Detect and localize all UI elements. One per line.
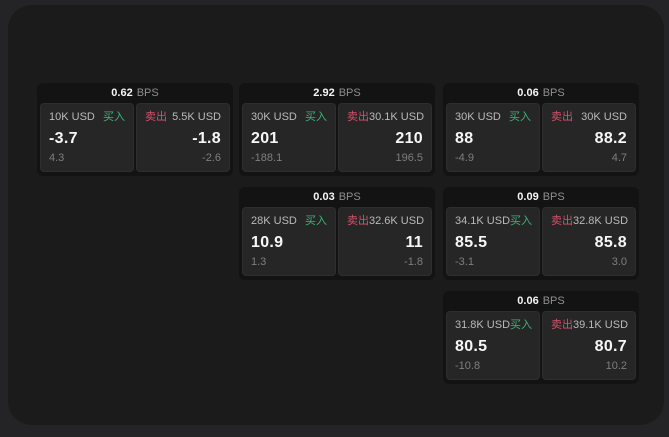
sell-side-label: 卖出 bbox=[347, 111, 369, 123]
buy-sub-value: -10.8 bbox=[455, 360, 481, 372]
quote-panels: 31.8K USD 买入 80.5 -10.8 卖出 39.1K USD 80.… bbox=[443, 311, 639, 380]
buy-sub-value: -188.1 bbox=[251, 152, 283, 164]
sell-side-label: 卖出 bbox=[551, 319, 573, 331]
bps-value: 0.06 bbox=[517, 295, 539, 307]
buy-side-label: 买入 bbox=[305, 215, 327, 227]
quote-panels: 28K USD 买入 10.9 1.3 卖出 32.6K USD 11 -1.8 bbox=[239, 207, 435, 276]
sell-amount: 39.1K USD bbox=[573, 319, 629, 331]
sell-price: 210 bbox=[395, 130, 423, 147]
buy-sub-value: -3.1 bbox=[455, 256, 474, 268]
card-header: 0.06 BPS bbox=[443, 291, 639, 311]
buy-amount: 28K USD bbox=[251, 215, 297, 227]
bps-value: 0.06 bbox=[517, 87, 539, 99]
sell-side-label: 卖出 bbox=[145, 111, 167, 123]
card-header: 2.92 BPS bbox=[239, 83, 435, 103]
bps-value: 0.62 bbox=[111, 87, 133, 99]
card-header: 0.03 BPS bbox=[239, 187, 435, 207]
buy-amount: 30K USD bbox=[251, 111, 297, 123]
sell-amount: 32.6K USD bbox=[369, 215, 425, 227]
quote-board-window: 0.62 BPS 10K USD 买入 -3.7 4.3 卖出 5.5K USD bbox=[8, 5, 664, 425]
quote-panels: 34.1K USD 买入 85.5 -3.1 卖出 32.8K USD 85.8… bbox=[443, 207, 639, 276]
buy-side-label: 买入 bbox=[509, 111, 531, 123]
buy-panel[interactable]: 10K USD 买入 -3.7 4.3 bbox=[40, 103, 134, 172]
buy-panel[interactable]: 28K USD 买入 10.9 1.3 bbox=[242, 207, 336, 276]
sell-price: 85.8 bbox=[594, 234, 627, 251]
buy-side-label: 买入 bbox=[510, 215, 533, 227]
sell-amount: 30.1K USD bbox=[369, 111, 425, 123]
buy-panel[interactable]: 31.8K USD 买入 80.5 -10.8 bbox=[446, 311, 540, 380]
bps-label: BPS bbox=[338, 191, 361, 203]
buy-panel[interactable]: 30K USD 买入 88 -4.9 bbox=[446, 103, 540, 172]
bps-value: 2.92 bbox=[313, 87, 335, 99]
sell-sub-value: 4.7 bbox=[611, 152, 627, 164]
sell-panel[interactable]: 卖出 32.6K USD 11 -1.8 bbox=[338, 207, 432, 276]
buy-sub-value: 4.3 bbox=[49, 152, 65, 164]
sell-sub-value: 196.5 bbox=[395, 152, 423, 164]
quote-card: 0.06 BPS 31.8K USD 买入 80.5 -10.8 卖出 39.1… bbox=[443, 291, 639, 384]
buy-amount: 10K USD bbox=[49, 111, 95, 123]
quote-panels: 10K USD 买入 -3.7 4.3 卖出 5.5K USD -1.8 -2.… bbox=[37, 103, 233, 172]
buy-price: 80.5 bbox=[455, 338, 488, 355]
sell-amount: 32.8K USD bbox=[573, 215, 629, 227]
buy-price: -3.7 bbox=[49, 130, 78, 147]
bps-label: BPS bbox=[338, 87, 361, 99]
bps-value: 0.09 bbox=[517, 191, 539, 203]
quote-card: 0.09 BPS 34.1K USD 买入 85.5 -3.1 卖出 32.8K… bbox=[443, 187, 639, 280]
card-header: 0.09 BPS bbox=[443, 187, 639, 207]
buy-amount: 34.1K USD bbox=[455, 215, 511, 227]
card-header: 0.06 BPS bbox=[443, 83, 639, 103]
sell-sub-value: -1.8 bbox=[404, 256, 423, 268]
sell-sub-value: 3.0 bbox=[611, 256, 627, 268]
sell-amount: 30K USD bbox=[581, 111, 627, 123]
quote-card: 2.92 BPS 30K USD 买入 201 -188.1 卖出 30.1K … bbox=[239, 83, 435, 176]
sell-price: 11 bbox=[405, 234, 423, 251]
sell-price: 88.2 bbox=[594, 130, 627, 147]
sell-panel[interactable]: 卖出 5.5K USD -1.8 -2.6 bbox=[136, 103, 230, 172]
bps-label: BPS bbox=[542, 87, 565, 99]
buy-panel[interactable]: 34.1K USD 买入 85.5 -3.1 bbox=[446, 207, 540, 276]
buy-price: 88 bbox=[455, 130, 474, 147]
quote-card: 0.03 BPS 28K USD 买入 10.9 1.3 卖出 32.6K US… bbox=[239, 187, 435, 280]
sell-panel[interactable]: 卖出 39.1K USD 80.7 10.2 bbox=[542, 311, 636, 380]
sell-panel[interactable]: 卖出 30K USD 88.2 4.7 bbox=[542, 103, 636, 172]
sell-sub-value: 10.2 bbox=[605, 360, 627, 372]
sell-sub-value: -2.6 bbox=[202, 152, 221, 164]
sell-price: -1.8 bbox=[192, 130, 221, 147]
bps-value: 0.03 bbox=[313, 191, 335, 203]
buy-price: 85.5 bbox=[455, 234, 488, 251]
bps-label: BPS bbox=[136, 87, 159, 99]
buy-side-label: 买入 bbox=[510, 319, 533, 331]
bps-label: BPS bbox=[542, 295, 565, 307]
quote-card: 0.06 BPS 30K USD 买入 88 -4.9 卖出 30K USD bbox=[443, 83, 639, 176]
buy-side-label: 买入 bbox=[305, 111, 327, 123]
sell-side-label: 卖出 bbox=[347, 215, 369, 227]
sell-side-label: 卖出 bbox=[551, 215, 573, 227]
buy-side-label: 买入 bbox=[103, 111, 125, 123]
sell-panel[interactable]: 卖出 30.1K USD 210 196.5 bbox=[338, 103, 432, 172]
buy-price: 10.9 bbox=[251, 234, 284, 251]
buy-sub-value: -4.9 bbox=[455, 152, 474, 164]
bps-label: BPS bbox=[542, 191, 565, 203]
buy-sub-value: 1.3 bbox=[251, 256, 267, 268]
buy-panel[interactable]: 30K USD 买入 201 -188.1 bbox=[242, 103, 336, 172]
card-header: 0.62 BPS bbox=[37, 83, 233, 103]
buy-price: 201 bbox=[251, 130, 279, 147]
quote-panels: 30K USD 买入 88 -4.9 卖出 30K USD 88.2 4.7 bbox=[443, 103, 639, 172]
sell-amount: 5.5K USD bbox=[172, 111, 221, 123]
buy-amount: 31.8K USD bbox=[455, 319, 511, 331]
quote-panels: 30K USD 买入 201 -188.1 卖出 30.1K USD 210 1… bbox=[239, 103, 435, 172]
sell-side-label: 卖出 bbox=[551, 111, 573, 123]
sell-price: 80.7 bbox=[594, 338, 627, 355]
buy-amount: 30K USD bbox=[455, 111, 501, 123]
quote-card: 0.62 BPS 10K USD 买入 -3.7 4.3 卖出 5.5K USD bbox=[37, 83, 233, 176]
sell-panel[interactable]: 卖出 32.8K USD 85.8 3.0 bbox=[542, 207, 636, 276]
